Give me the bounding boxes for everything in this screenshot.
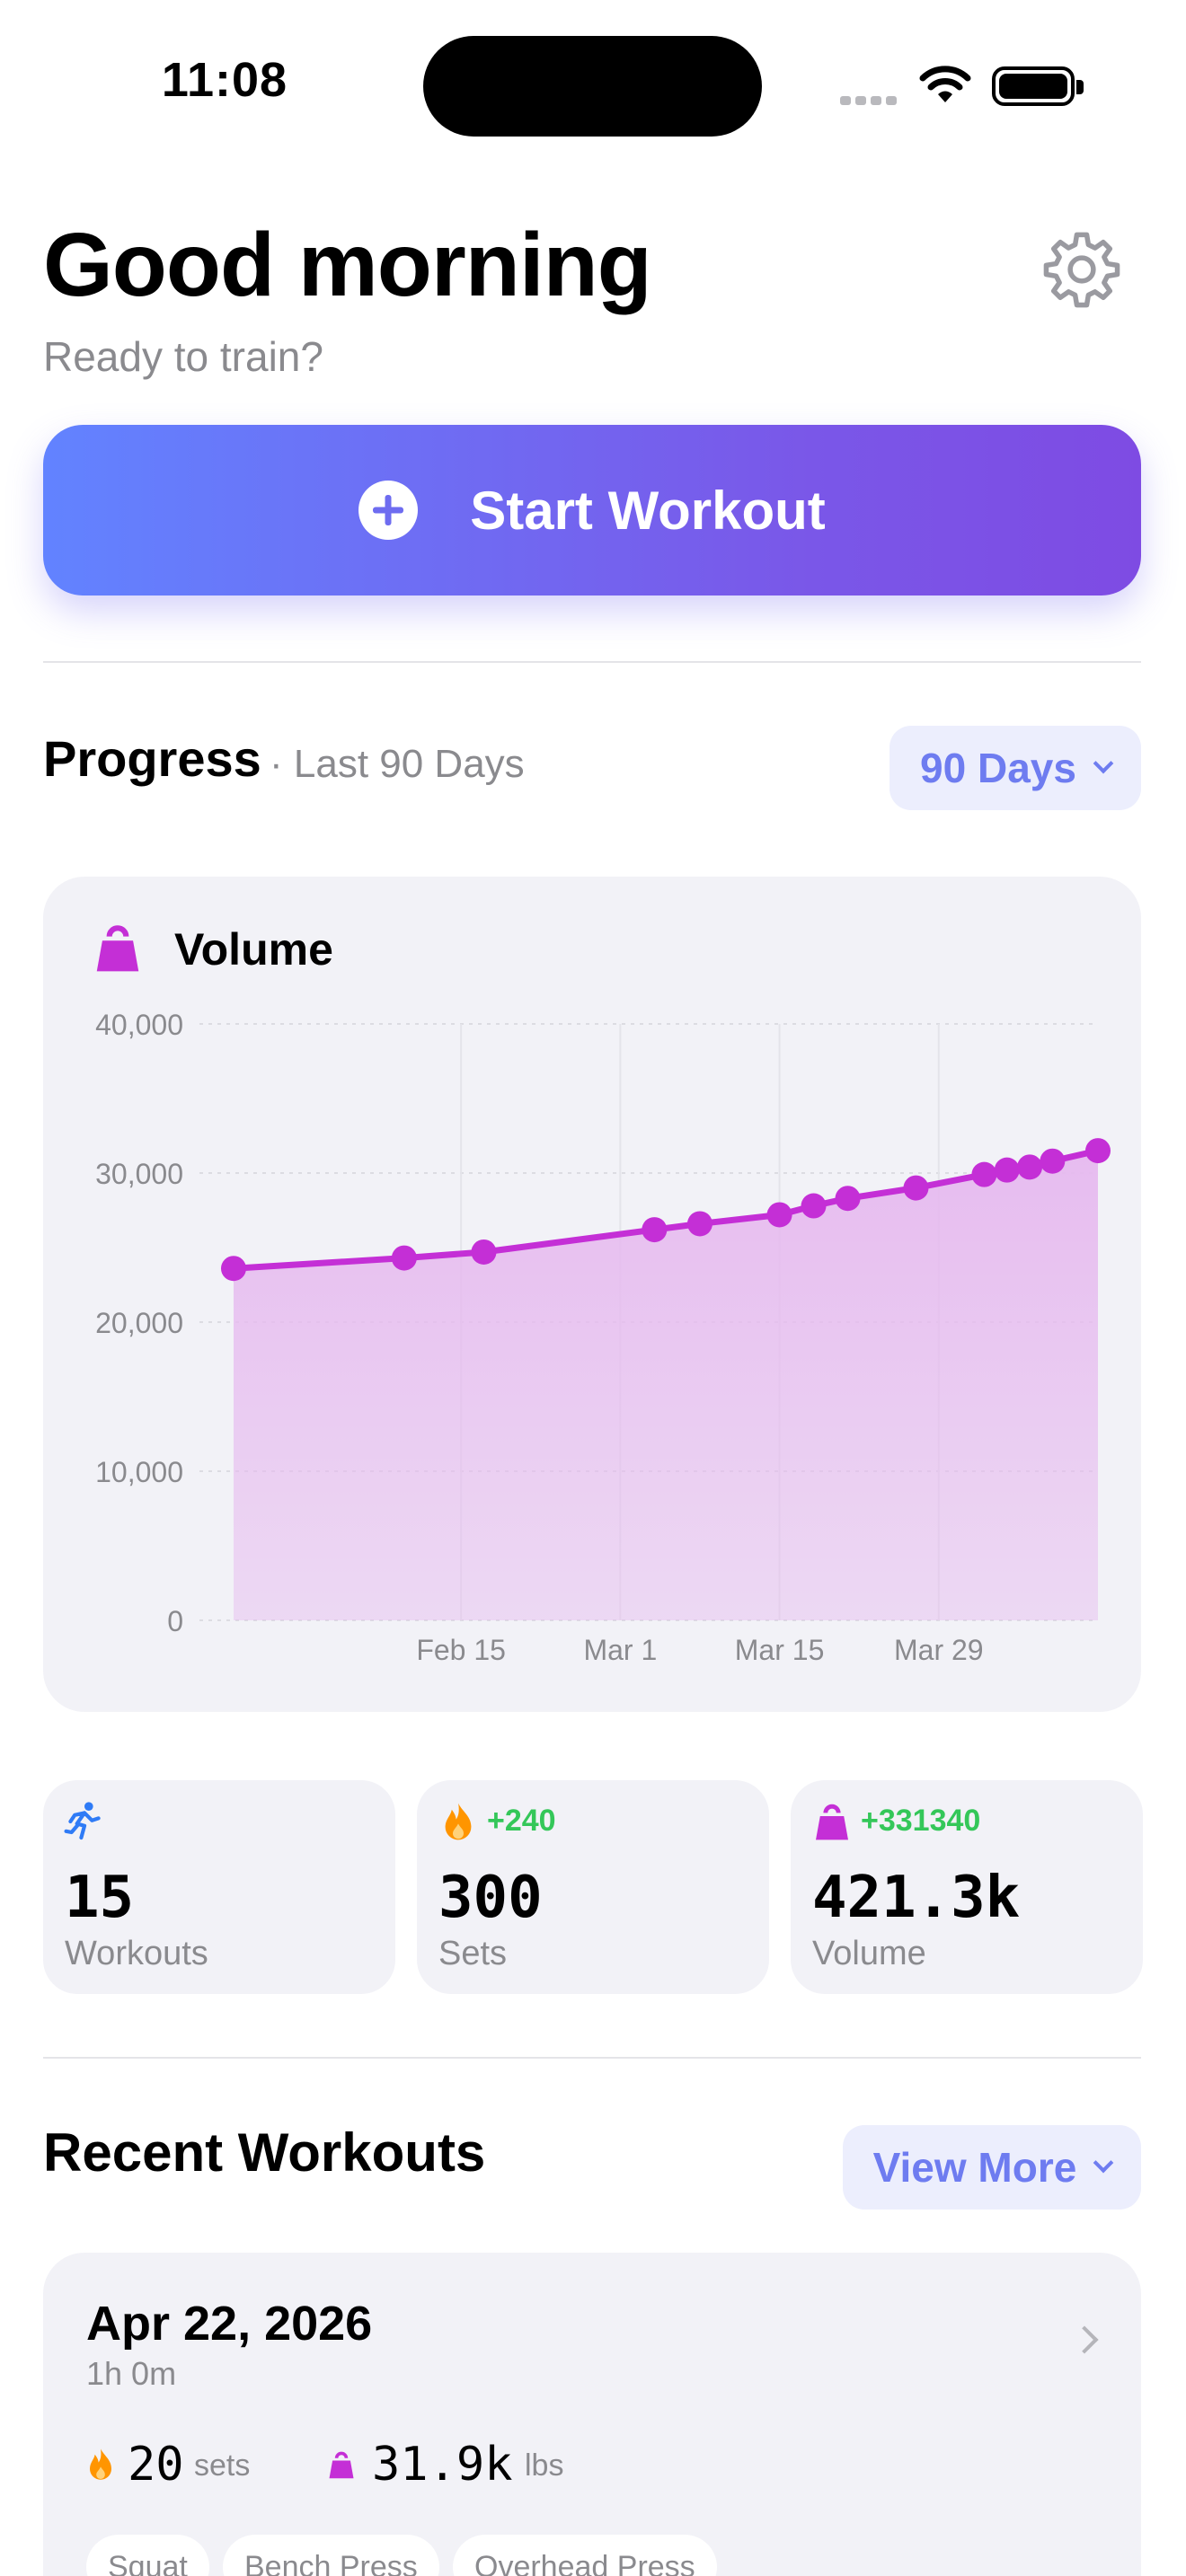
exercise-tag: Squat bbox=[86, 2535, 209, 2576]
data-point bbox=[471, 1239, 497, 1265]
battery-icon bbox=[992, 66, 1084, 106]
data-point bbox=[1017, 1154, 1043, 1180]
stat-card-workouts: 15 Workouts bbox=[43, 1780, 395, 1994]
x-tick-label: Feb 15 bbox=[416, 1634, 506, 1666]
progress-title: Progress bbox=[43, 730, 261, 787]
running-figure-icon bbox=[64, 1802, 101, 1840]
status-bar: 11:08 bbox=[0, 0, 1186, 153]
gear-icon[interactable] bbox=[1040, 228, 1123, 311]
workout-volume-value: 31.9k bbox=[372, 2438, 513, 2492]
workout-duration: 1h 0m bbox=[86, 2355, 177, 2392]
stat-card-sets: +240 300 Sets bbox=[417, 1780, 769, 1994]
exercise-tag: Bench Press bbox=[223, 2535, 439, 2576]
divider bbox=[43, 2057, 1141, 2059]
data-point bbox=[994, 1157, 1020, 1183]
data-point bbox=[903, 1175, 929, 1201]
x-tick-label: Mar 29 bbox=[894, 1634, 984, 1666]
range-dropdown-label: 90 Days bbox=[920, 745, 1076, 791]
volume-area bbox=[233, 1151, 1098, 1620]
x-tick-label: Mar 15 bbox=[735, 1634, 825, 1666]
workout-date: Apr 22, 2026 bbox=[86, 2297, 373, 2351]
divider bbox=[43, 661, 1141, 663]
volume-area-chart: 0 10,000 20,000 30,000 40,000 Feb 15 Mar 1 Mar … bbox=[95, 1009, 1111, 1666]
flame-icon bbox=[90, 2448, 111, 2480]
data-point bbox=[686, 1211, 712, 1237]
workout-sets-unit: sets bbox=[194, 2448, 251, 2483]
y-tick-label: 0 bbox=[167, 1605, 183, 1637]
data-point bbox=[801, 1193, 827, 1219]
y-tick-label: 20,000 bbox=[95, 1307, 183, 1339]
kettlebell-icon bbox=[96, 925, 139, 972]
kettlebell-icon bbox=[816, 1804, 848, 1840]
view-more-label: View More bbox=[872, 2144, 1077, 2191]
exercise-tag: Overhead Press bbox=[453, 2535, 717, 2576]
workout-sets-value: 20 bbox=[128, 2438, 184, 2492]
data-point bbox=[1040, 1148, 1066, 1174]
data-point bbox=[220, 1256, 246, 1282]
recent-workouts-title: Recent Workouts bbox=[43, 2122, 486, 2183]
stat-value: 300 bbox=[438, 1865, 543, 1931]
view-more-dropdown[interactable]: View More bbox=[843, 2125, 1141, 2210]
stat-value: 421.3k bbox=[812, 1865, 1021, 1931]
greeting-title: Good morning bbox=[43, 215, 652, 315]
data-point bbox=[391, 1245, 417, 1271]
stat-delta: +331340 bbox=[861, 1804, 981, 1838]
stat-caption: Volume bbox=[812, 1935, 926, 1972]
x-tick-label: Mar 1 bbox=[583, 1634, 657, 1666]
start-workout-label: Start Workout bbox=[470, 480, 826, 541]
stat-value: 15 bbox=[65, 1865, 135, 1931]
y-tick-label: 10,000 bbox=[95, 1456, 183, 1488]
workout-volume-unit: lbs bbox=[525, 2448, 564, 2483]
start-workout-button[interactable]: Start Workout bbox=[43, 425, 1141, 595]
data-point bbox=[835, 1186, 861, 1212]
y-tick-label: 30,000 bbox=[95, 1158, 183, 1190]
data-point bbox=[1085, 1138, 1111, 1164]
data-point bbox=[642, 1217, 668, 1243]
chevron-down-icon bbox=[1093, 2152, 1114, 2174]
data-point bbox=[971, 1161, 997, 1187]
range-dropdown[interactable]: 90 Days bbox=[890, 726, 1141, 810]
y-tick-label: 40,000 bbox=[95, 1009, 183, 1041]
flame-icon bbox=[445, 1803, 472, 1840]
stat-card-volume: +331340 421.3k Volume bbox=[791, 1780, 1143, 1994]
kettlebell-icon bbox=[329, 2451, 354, 2479]
dynamic-island bbox=[423, 36, 762, 137]
chart-title: Volume bbox=[174, 924, 333, 975]
wifi-icon bbox=[919, 66, 971, 102]
data-point bbox=[766, 1202, 792, 1228]
workout-card[interactable] bbox=[43, 2253, 1141, 2576]
plus-circle-icon bbox=[358, 481, 419, 540]
greeting-subtitle: Ready to train? bbox=[43, 333, 323, 380]
cellular-signal-icon bbox=[840, 93, 901, 110]
stat-caption: Sets bbox=[438, 1935, 508, 1972]
progress-subtitle: · Last 90 Days bbox=[270, 742, 525, 786]
chevron-down-icon bbox=[1093, 753, 1114, 774]
status-time: 11:08 bbox=[161, 53, 288, 107]
stat-delta: +240 bbox=[487, 1804, 556, 1838]
stat-caption: Workouts bbox=[65, 1935, 208, 1972]
